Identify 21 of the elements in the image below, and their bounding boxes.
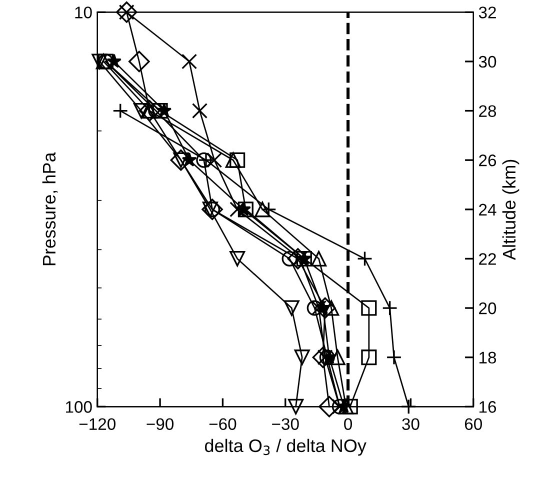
x-tick-label: 30 [402,418,420,430]
y2-tick-label: 20 [479,302,496,314]
y2-tick-label: 22 [479,253,496,265]
y2-axis-title: Altitude (km) [502,160,520,260]
x-tick-label: 60 [464,418,482,430]
x-axis-title: delta O$_{3}$ / delta NOy [204,438,366,456]
x-tick-label: −30 [272,418,299,430]
y2-tick-label: 18 [480,352,496,364]
x-tick-label: 0 [344,418,352,430]
y2-tick-label: 26 [479,154,496,166]
y-axis-title: Pressure, hPa [42,152,58,266]
y2-tick-label: 32 [478,6,496,18]
x-tick-label: −120 [79,418,116,430]
y-tick-label: 100 [66,401,92,413]
y2-tick-label: 24 [479,204,496,216]
y2-tick-label: 30 [478,56,496,68]
x-tick-label: −90 [146,418,174,430]
y2-tick-label: 28 [479,105,496,117]
y2-tick-label: 16 [480,401,496,413]
x-tick-label: −60 [209,418,236,430]
y-tick-label: 10 [75,6,92,18]
